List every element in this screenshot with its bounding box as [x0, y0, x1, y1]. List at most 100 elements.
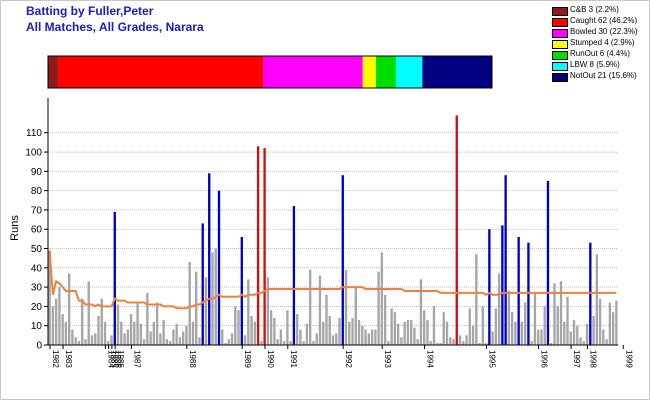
legend-swatch-runout: [552, 51, 568, 60]
innings-bar: [370, 329, 374, 345]
innings-bar: [582, 341, 585, 345]
innings-bar: [592, 316, 595, 345]
innings-bar: [611, 312, 615, 345]
innings-bar: [432, 306, 436, 345]
innings-bar: [595, 254, 599, 345]
innings-bar: [475, 254, 478, 345]
innings-bar: [292, 206, 296, 345]
innings-bar: [142, 339, 146, 345]
innings-bar: [423, 310, 426, 345]
innings-bar: [331, 335, 335, 345]
x-tick-label: 1998: [588, 350, 597, 368]
innings-bar: [445, 321, 449, 345]
innings-bar: [165, 339, 169, 345]
innings-bar: [136, 302, 139, 345]
innings-bar: [413, 327, 416, 345]
innings-bar: [155, 302, 159, 345]
innings-bar: [367, 333, 371, 345]
innings-bar: [559, 281, 563, 345]
innings-bar: [364, 329, 367, 345]
innings-bar: [152, 321, 156, 345]
innings-bar: [494, 308, 498, 345]
running-average-line: [48, 250, 617, 310]
dismissal-segment-lbw: [395, 56, 423, 88]
innings-bar: [139, 323, 143, 345]
x-tick-label: 1999: [624, 350, 633, 368]
innings-bar: [409, 319, 413, 345]
legend-label-notout: NotOut 21 (15.6%): [570, 71, 637, 80]
innings-bar: [243, 335, 247, 345]
y-tick-label-80: 80: [31, 186, 43, 197]
dismissal-segment-notout: [422, 56, 492, 88]
innings-bar: [94, 333, 97, 345]
innings-bar: [253, 321, 257, 345]
innings-bar: [537, 329, 540, 345]
innings-bar: [201, 223, 204, 345]
innings-bar: [100, 298, 103, 345]
innings-bar: [569, 331, 572, 345]
innings-bar: [523, 302, 527, 345]
legend-label-bowled: Bowled 30 (22.3%): [570, 27, 638, 36]
innings-bar: [504, 175, 507, 345]
legend-label-caught: Caught 62 (46.2%): [570, 16, 638, 25]
innings-bar: [449, 337, 452, 345]
innings-bar: [312, 341, 315, 345]
innings-bar: [566, 296, 569, 345]
y-axis-ticks: 0 10 20 30 40 50 60 70 80 90 100 110: [25, 128, 48, 352]
innings-bar: [543, 306, 546, 345]
innings-bars: [48, 115, 618, 345]
innings-bar: [553, 283, 556, 345]
innings-bar: [178, 337, 182, 345]
innings-bar: [455, 115, 458, 345]
innings-bar: [208, 173, 211, 345]
x-tick-label: 1992: [344, 350, 353, 368]
innings-bar: [113, 211, 116, 345]
dismissal-bar-border: [47, 55, 493, 89]
innings-bar: [77, 341, 81, 345]
innings-bar: [556, 306, 559, 345]
innings-bar: [103, 321, 107, 345]
legend-label-cb: C&B 3 (2.2%): [570, 5, 619, 14]
innings-bar: [462, 341, 465, 345]
innings-bar: [87, 281, 90, 345]
innings-bar: [107, 341, 110, 345]
innings-bar: [377, 271, 380, 345]
innings-bar: [269, 310, 273, 345]
innings-bar: [266, 277, 270, 345]
innings-bar: [302, 341, 305, 345]
innings-bar: [221, 329, 224, 345]
innings-bar: [507, 290, 511, 345]
innings-bar: [387, 341, 390, 345]
innings-bar: [204, 277, 208, 345]
innings-bar: [396, 323, 400, 345]
innings-bar: [126, 329, 129, 345]
dismissal-segment-caught: [57, 56, 264, 88]
dismissal-segment-cb: [48, 56, 58, 88]
innings-bar: [185, 325, 188, 345]
innings-bar: [230, 333, 234, 345]
innings-bar: [576, 325, 579, 345]
innings-bar: [510, 312, 514, 345]
innings-bar: [484, 343, 488, 345]
dismissal-segment-runout: [376, 56, 396, 88]
innings-bar: [579, 337, 582, 345]
innings-bar: [188, 262, 191, 345]
x-tick-label: 1986: [116, 350, 125, 368]
innings-bar: [520, 321, 524, 345]
innings-bar: [54, 298, 58, 345]
innings-bar: [146, 292, 149, 345]
innings-bar: [419, 279, 423, 345]
innings-bar: [478, 343, 481, 345]
innings-bar: [110, 335, 113, 345]
legend-label-runout: RunOut 6 (4.4%): [570, 49, 631, 58]
y-tick-label-20: 20: [31, 302, 43, 313]
innings-bar: [325, 294, 328, 345]
innings-bar: [374, 329, 377, 345]
innings-bar: [279, 329, 283, 345]
innings-bar: [90, 335, 94, 345]
innings-bar: [344, 269, 348, 345]
legend-label-stumped: Stumped 4 (2.9%): [570, 38, 635, 47]
x-tick-label: 1994: [426, 350, 435, 368]
